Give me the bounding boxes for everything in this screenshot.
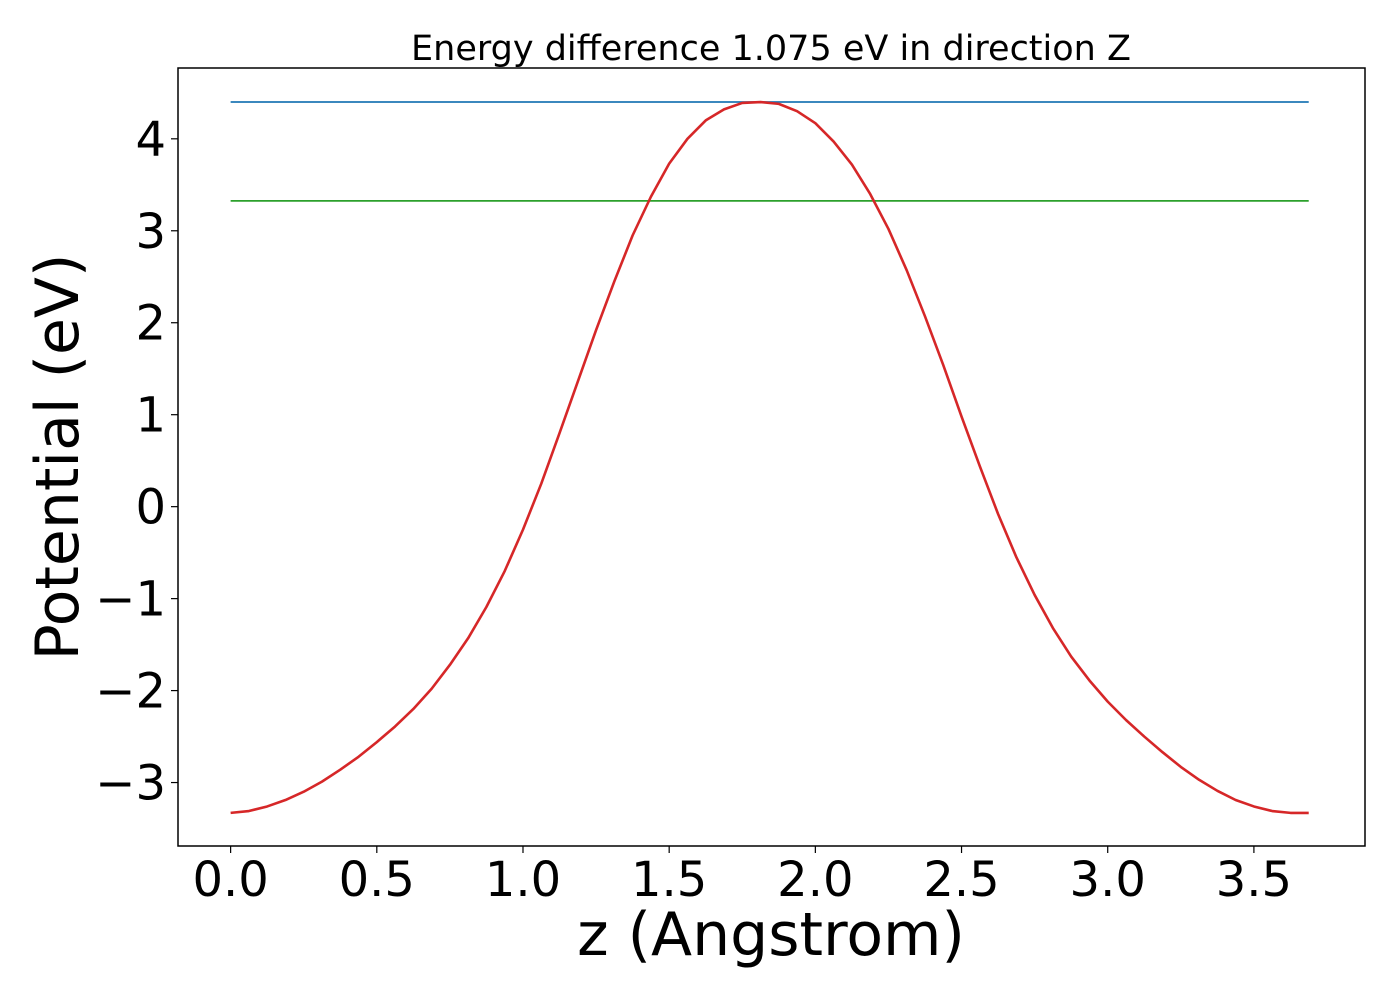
series-layer (230, 100, 1309, 815)
y-tick-label: 4 (135, 112, 166, 168)
x-tick-label: 2.0 (777, 852, 853, 908)
x-tick-label: 0.5 (339, 852, 415, 908)
x-tick-label: 0.0 (192, 852, 268, 908)
x-tick-label: 1.5 (631, 852, 707, 908)
x-tick-label: 2.5 (923, 852, 999, 908)
y-axis-label: Potential (eV) (23, 254, 93, 661)
plot-frame (177, 67, 1366, 847)
chart-title: Energy difference 1.075 eV in direction … (411, 29, 1131, 69)
series-line-0 (230, 100, 1309, 815)
x-axis-label: z (Angstrom) (577, 900, 965, 970)
y-tick-label: 0 (135, 480, 166, 536)
y-tick-label: 1 (135, 388, 166, 444)
ticks-layer: 0.0 0.5 1.0 1.5 2.0 2.5 3.0 3.5 −3 −2 −1 0 1 2 3 4 (95, 112, 1292, 908)
y-tick-label: 2 (135, 296, 166, 352)
x-tick-label: 1.0 (485, 852, 561, 908)
y-tick-label: −2 (95, 664, 166, 720)
y-tick-label: −1 (95, 572, 166, 628)
y-tick-label: −3 (95, 756, 166, 812)
y-tick-label: 3 (135, 204, 166, 260)
x-tick-label: 3.0 (1070, 852, 1146, 908)
x-tick-label: 3.5 (1216, 852, 1292, 908)
